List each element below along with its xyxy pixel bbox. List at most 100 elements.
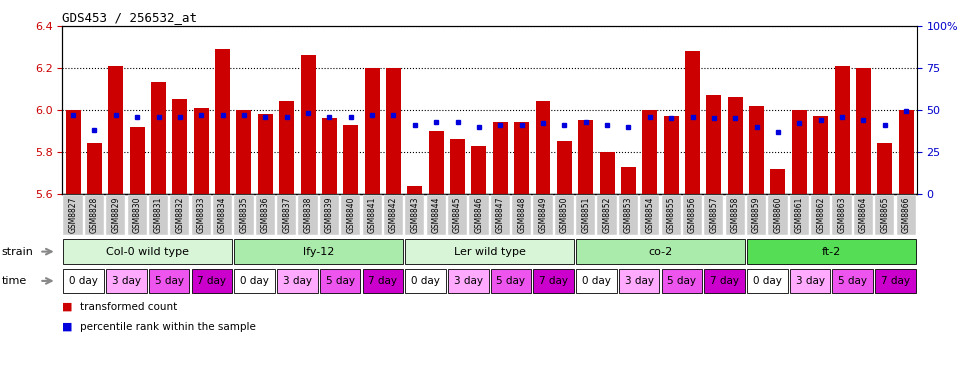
Bar (173, 99, 187, 194)
Text: 5 day: 5 day (667, 276, 696, 286)
Text: lfy-12: lfy-12 (303, 247, 334, 257)
FancyBboxPatch shape (512, 195, 531, 235)
FancyBboxPatch shape (405, 269, 445, 293)
FancyBboxPatch shape (192, 269, 232, 293)
Text: Ler wild type: Ler wild type (454, 247, 525, 257)
FancyBboxPatch shape (491, 269, 531, 293)
Text: 3 day: 3 day (796, 276, 825, 286)
Bar (685, 51, 700, 194)
Bar (407, 186, 422, 194)
FancyBboxPatch shape (341, 195, 360, 235)
Text: 5 day: 5 day (155, 276, 183, 286)
Text: 7 day: 7 day (540, 276, 568, 286)
Bar (642, 110, 658, 194)
Text: GSM8855: GSM8855 (666, 197, 676, 233)
FancyBboxPatch shape (469, 195, 489, 235)
FancyBboxPatch shape (619, 269, 660, 293)
FancyBboxPatch shape (363, 195, 382, 235)
Text: GSM8861: GSM8861 (795, 197, 804, 233)
FancyBboxPatch shape (255, 195, 275, 235)
Text: ■: ■ (62, 302, 73, 312)
FancyBboxPatch shape (876, 195, 895, 235)
Text: GSM8845: GSM8845 (453, 197, 462, 233)
FancyBboxPatch shape (768, 195, 787, 235)
Text: GSM8848: GSM8848 (517, 197, 526, 233)
Bar (749, 106, 764, 194)
FancyBboxPatch shape (405, 239, 574, 264)
FancyBboxPatch shape (897, 195, 916, 235)
Bar (130, 127, 145, 194)
FancyBboxPatch shape (107, 195, 126, 235)
Text: strain: strain (2, 247, 34, 257)
FancyBboxPatch shape (363, 269, 403, 293)
Text: GSM8842: GSM8842 (389, 197, 398, 233)
Text: 7 day: 7 day (710, 276, 739, 286)
Text: GSM8844: GSM8844 (432, 197, 441, 233)
Bar (899, 110, 914, 194)
Bar (215, 49, 230, 194)
Text: GSM8829: GSM8829 (111, 197, 120, 233)
Bar (386, 68, 401, 194)
Text: GSM8827: GSM8827 (68, 197, 78, 233)
FancyBboxPatch shape (576, 269, 616, 293)
Bar (877, 143, 892, 194)
FancyBboxPatch shape (747, 239, 916, 264)
Bar (663, 116, 679, 194)
Text: 7 day: 7 day (198, 276, 227, 286)
Bar (813, 116, 828, 194)
Text: GSM8864: GSM8864 (859, 197, 868, 233)
Text: GSM8843: GSM8843 (410, 197, 420, 233)
Text: GSM8865: GSM8865 (880, 197, 889, 233)
Bar (300, 55, 316, 194)
Text: 3 day: 3 day (112, 276, 141, 286)
FancyBboxPatch shape (405, 195, 424, 235)
FancyBboxPatch shape (277, 195, 297, 235)
FancyBboxPatch shape (576, 239, 745, 264)
Text: GSM8854: GSM8854 (645, 197, 655, 233)
Text: 0 day: 0 day (69, 276, 98, 286)
Text: GSM8851: GSM8851 (581, 197, 590, 233)
FancyBboxPatch shape (534, 269, 574, 293)
Text: GSM8858: GSM8858 (731, 197, 740, 233)
FancyBboxPatch shape (853, 195, 873, 235)
FancyBboxPatch shape (705, 269, 745, 293)
Bar (429, 131, 444, 194)
Text: GSM8849: GSM8849 (539, 197, 547, 233)
FancyBboxPatch shape (491, 195, 510, 235)
Bar (515, 123, 529, 194)
Text: ft-2: ft-2 (822, 247, 841, 257)
FancyBboxPatch shape (790, 195, 809, 235)
Bar (600, 152, 614, 194)
FancyBboxPatch shape (170, 195, 189, 235)
Text: 5 day: 5 day (496, 276, 525, 286)
Text: GSM8834: GSM8834 (218, 197, 228, 233)
Text: GSM8836: GSM8836 (261, 197, 270, 233)
Text: GSM8837: GSM8837 (282, 197, 291, 233)
FancyBboxPatch shape (640, 195, 660, 235)
Bar (578, 120, 593, 194)
Text: ■: ■ (62, 322, 73, 332)
Bar (492, 123, 508, 194)
FancyBboxPatch shape (448, 195, 468, 235)
Text: GSM8847: GSM8847 (495, 197, 505, 233)
Text: GSM8828: GSM8828 (90, 197, 99, 233)
Text: 0 day: 0 day (240, 276, 269, 286)
Text: GSM8835: GSM8835 (239, 197, 249, 233)
Text: GSM8839: GSM8839 (324, 197, 334, 233)
FancyBboxPatch shape (619, 195, 638, 235)
Bar (87, 143, 102, 194)
FancyBboxPatch shape (277, 269, 318, 293)
Bar (792, 110, 806, 194)
Bar (856, 68, 871, 194)
Bar (322, 118, 337, 194)
FancyBboxPatch shape (149, 195, 168, 235)
FancyBboxPatch shape (597, 195, 616, 235)
Text: 3 day: 3 day (283, 276, 312, 286)
FancyBboxPatch shape (448, 269, 489, 293)
Bar (536, 101, 550, 194)
Text: GSM8846: GSM8846 (474, 197, 484, 233)
Bar (450, 139, 465, 194)
FancyBboxPatch shape (555, 195, 574, 235)
Text: 5 day: 5 day (325, 276, 354, 286)
FancyBboxPatch shape (320, 195, 339, 235)
